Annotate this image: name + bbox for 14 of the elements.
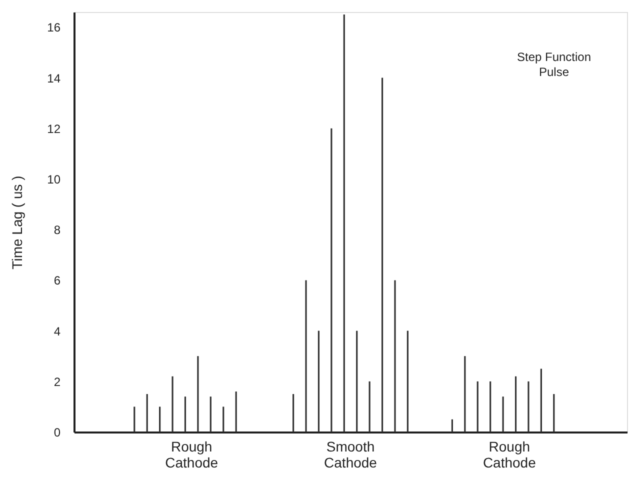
y-tick-label: 0	[54, 426, 61, 440]
y-tick-label: 12	[47, 122, 61, 136]
y-tick-label: 16	[47, 20, 61, 35]
y-tick-label: 4	[54, 324, 61, 338]
x-tick-label: Rough Cathode	[165, 438, 218, 470]
y-axis-title: Time Lag ( us )	[9, 176, 26, 270]
x-tick-label: Rough Cathode	[482, 438, 536, 470]
y-tick-label: 10	[47, 172, 61, 186]
annotation: Step Function Pulse	[516, 50, 592, 79]
y-tick-label: 8	[54, 223, 61, 238]
x-tick-label: Smooth Cathode	[324, 438, 378, 470]
y-tick-label: 6	[54, 274, 61, 288]
y-tick-label: 14	[47, 71, 61, 86]
y-tick-label: 2	[54, 374, 61, 389]
